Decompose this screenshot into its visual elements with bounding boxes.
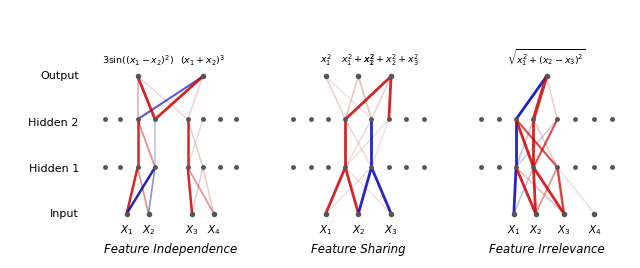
Text: $X_2$: $X_2$	[352, 224, 365, 237]
Text: Hidden 2: Hidden 2	[28, 118, 79, 128]
Text: $X_3$: $X_3$	[384, 224, 398, 237]
Text: $X_1$: $X_1$	[120, 224, 134, 237]
Text: $\sqrt{x_1^2+(x_2-x_3)^2}$: $\sqrt{x_1^2+(x_2-x_3)^2}$	[508, 47, 586, 68]
Text: $X_2$: $X_2$	[142, 224, 156, 237]
Text: $X_1$: $X_1$	[507, 224, 520, 237]
Text: Hidden 1: Hidden 1	[29, 164, 79, 174]
Text: Input: Input	[50, 209, 79, 218]
Text: $X_2$: $X_2$	[529, 224, 542, 237]
Text: Feature Independence: Feature Independence	[104, 243, 237, 256]
Text: $X_4$: $X_4$	[207, 224, 221, 237]
Text: $X_1$: $X_1$	[319, 224, 333, 237]
Text: $X_3$: $X_3$	[557, 224, 571, 237]
Text: Feature Irrelevance: Feature Irrelevance	[488, 243, 604, 256]
Text: Feature Sharing: Feature Sharing	[311, 243, 406, 256]
Text: Output: Output	[40, 71, 79, 81]
Text: $X_3$: $X_3$	[185, 224, 199, 237]
Text: $x_1^2+x_2^2+x_3^2$: $x_1^2+x_2^2+x_3^2$	[363, 53, 419, 68]
Text: $3\sin((x_1-x_2)^2)$: $3\sin((x_1-x_2)^2)$	[102, 54, 173, 68]
Text: $x_1^2$: $x_1^2$	[320, 53, 332, 68]
Text: $(x_1+x_2)^3$: $(x_1+x_2)^3$	[180, 54, 225, 68]
Text: $X_4$: $X_4$	[588, 224, 602, 237]
Text: $x_1^2+x_2^2$: $x_1^2+x_2^2$	[341, 53, 376, 68]
